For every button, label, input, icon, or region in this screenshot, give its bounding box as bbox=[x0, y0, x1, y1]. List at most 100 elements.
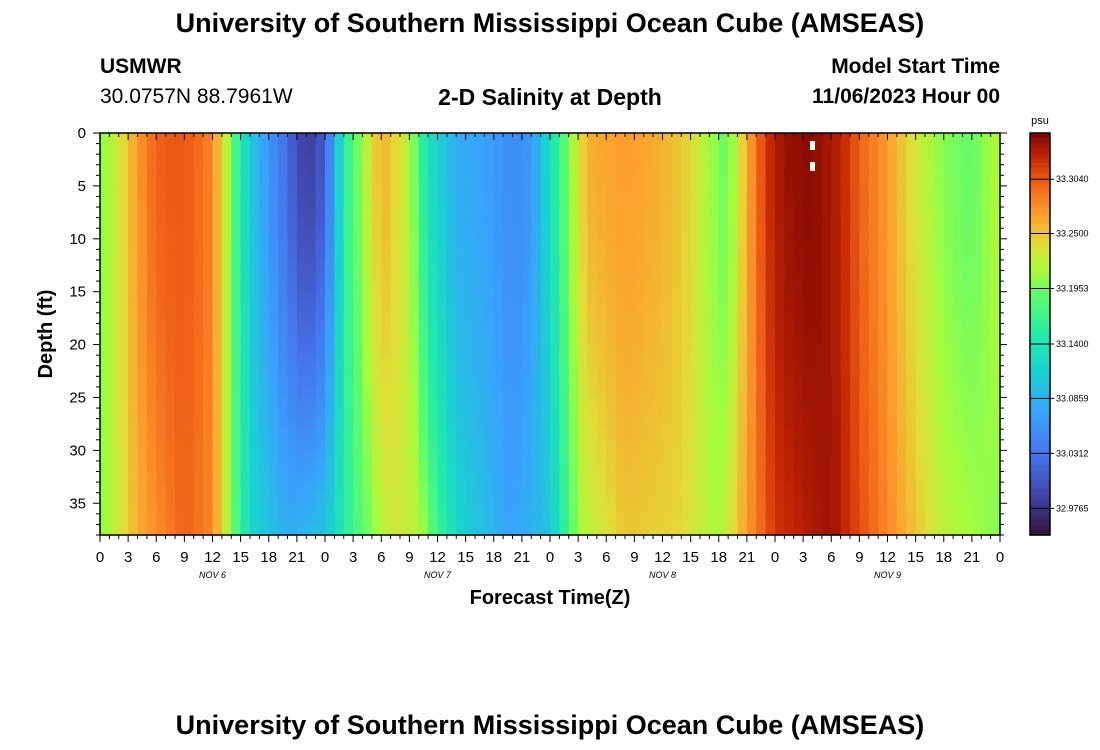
heatmap-cell bbox=[756, 513, 767, 526]
heatmap-cell bbox=[231, 386, 242, 399]
heatmap-cell bbox=[775, 471, 785, 483]
heatmap-cell bbox=[990, 471, 1001, 483]
heatmap-cell bbox=[240, 408, 251, 420]
heatmap-cell bbox=[850, 228, 860, 240]
heatmap-cell bbox=[587, 291, 598, 303]
heatmap-cell bbox=[475, 344, 485, 356]
heatmap-cell bbox=[606, 492, 617, 504]
heatmap-cell bbox=[625, 376, 635, 388]
heatmap-cell bbox=[315, 408, 326, 420]
heatmap-cell bbox=[775, 238, 785, 250]
heatmap-cell bbox=[596, 249, 607, 261]
heatmap-cell bbox=[681, 344, 692, 356]
heatmap-cell bbox=[315, 334, 326, 346]
heatmap-cell bbox=[371, 249, 382, 261]
heatmap-cell bbox=[943, 365, 954, 377]
heatmap-cell bbox=[746, 217, 757, 229]
heatmap-cell bbox=[334, 513, 345, 526]
colorbar-segment bbox=[1030, 449, 1050, 456]
heatmap-cell bbox=[465, 302, 476, 314]
heatmap-cell bbox=[671, 259, 682, 272]
heatmap-cell bbox=[428, 164, 439, 176]
heatmap-cell bbox=[118, 164, 129, 176]
heatmap-cell bbox=[278, 386, 289, 399]
heatmap-cell bbox=[428, 503, 439, 515]
heatmap-cell bbox=[343, 164, 354, 176]
heatmap-cell bbox=[925, 524, 935, 536]
heatmap-cell bbox=[671, 482, 682, 494]
heatmap-cell bbox=[353, 524, 364, 536]
heatmap-cell bbox=[540, 323, 551, 335]
heatmap-cell bbox=[625, 460, 635, 473]
heatmap-cell bbox=[437, 513, 448, 526]
heatmap-cell bbox=[925, 228, 935, 240]
heatmap-cell bbox=[653, 291, 664, 303]
heatmap-cell bbox=[671, 344, 682, 356]
heatmap-cell bbox=[334, 196, 345, 208]
heatmap-cell bbox=[109, 471, 120, 483]
heatmap-cell bbox=[409, 154, 420, 166]
heatmap-cell bbox=[671, 334, 682, 346]
heatmap-cell bbox=[531, 355, 542, 367]
heatmap-cell bbox=[165, 344, 176, 356]
heatmap-cell bbox=[306, 524, 317, 536]
heatmap-cell bbox=[784, 334, 795, 346]
heatmap-cell bbox=[334, 439, 345, 451]
heatmap-cell bbox=[456, 482, 467, 494]
heatmap-cell bbox=[915, 207, 926, 219]
heatmap-cell bbox=[821, 450, 832, 462]
heatmap-cell bbox=[821, 259, 832, 272]
heatmap-cell bbox=[306, 164, 317, 176]
heatmap-cell bbox=[634, 228, 645, 240]
heatmap-cell bbox=[325, 334, 335, 346]
heatmap-cell bbox=[118, 492, 129, 504]
heatmap-cell bbox=[381, 418, 392, 430]
heatmap-cell bbox=[653, 323, 664, 335]
heatmap-cell bbox=[334, 355, 345, 367]
heatmap-cell bbox=[409, 143, 420, 155]
heatmap-cell bbox=[793, 344, 804, 356]
heatmap-cell bbox=[362, 238, 373, 250]
heatmap-cell bbox=[156, 365, 167, 377]
heatmap-cell bbox=[728, 249, 739, 261]
heatmap-cell bbox=[568, 259, 579, 272]
heatmap-cell bbox=[156, 302, 167, 314]
colorbar-segment bbox=[1030, 268, 1050, 275]
heatmap-cell bbox=[240, 376, 251, 388]
heatmap-cell bbox=[221, 270, 232, 282]
heatmap-cell bbox=[831, 259, 842, 272]
heatmap-cell bbox=[156, 249, 167, 261]
y-tick-label: 10 bbox=[69, 231, 86, 248]
heatmap-cell bbox=[306, 334, 317, 346]
heatmap-cell bbox=[803, 291, 814, 303]
heatmap-cell bbox=[250, 270, 260, 282]
heatmap-cell bbox=[362, 217, 373, 229]
heatmap-cell bbox=[353, 492, 364, 504]
heatmap-cell bbox=[100, 196, 110, 208]
heatmap-cell bbox=[653, 154, 664, 166]
heatmap-cell bbox=[278, 207, 289, 219]
heatmap-cell bbox=[868, 270, 879, 282]
heatmap-cell bbox=[690, 196, 701, 208]
heatmap-cell bbox=[353, 323, 364, 335]
heatmap-cell bbox=[737, 524, 748, 536]
heatmap-cell bbox=[925, 376, 935, 388]
heatmap-cell bbox=[540, 334, 551, 346]
heatmap-cell bbox=[681, 207, 692, 219]
heatmap-cell bbox=[615, 281, 626, 293]
heatmap-cell bbox=[259, 228, 270, 240]
heatmap-cell bbox=[296, 365, 307, 377]
heatmap-cell bbox=[587, 207, 598, 219]
colorbar-tick-label: 33.1400 bbox=[1056, 339, 1089, 349]
heatmap-cell bbox=[568, 154, 579, 166]
heatmap-cell bbox=[728, 492, 739, 504]
heatmap-cell bbox=[840, 524, 851, 536]
heatmap-cell bbox=[446, 207, 457, 219]
heatmap-cell bbox=[896, 217, 907, 229]
heatmap-cell bbox=[756, 450, 767, 462]
heatmap-cell bbox=[390, 249, 401, 261]
heatmap-cell bbox=[362, 164, 373, 176]
heatmap-cell bbox=[175, 154, 185, 166]
heatmap-cell bbox=[615, 429, 626, 441]
heatmap-cell bbox=[268, 302, 279, 314]
